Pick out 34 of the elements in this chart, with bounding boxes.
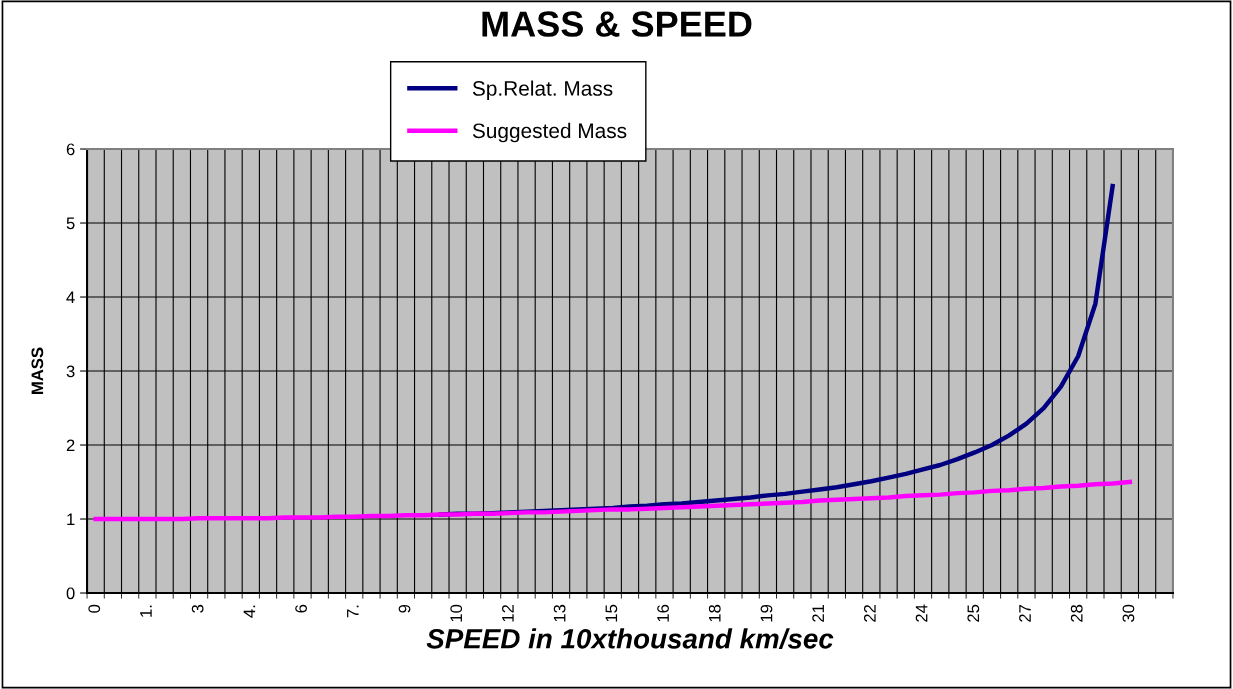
x-tick-label: 30 [1122,604,1135,623]
x-tick-label: 9 [398,604,411,613]
line-series [93,479,1133,522]
y-tick-label: 3 [66,365,75,378]
x-tick-label: 3 [191,604,204,613]
x-tick-label: 22 [863,604,876,622]
y-tick-label: 6 [66,143,75,156]
y-axis-title: MASS [31,347,44,394]
x-axis-title: SPEED in 10xthousand km/sec [426,628,834,649]
y-tick-label: 5 [66,217,75,230]
x-tick-label: 28 [1070,604,1083,622]
x-tick-label: 6 [295,604,307,613]
y-tick-label: 2 [66,439,75,452]
x-tick-label: 4. [243,605,256,618]
x-tick-label: 21 [812,604,824,622]
chart-title: MASS & SPEED [482,11,752,37]
legend-label: Suggested Mass [472,122,627,143]
y-tick-label: 0 [66,587,75,600]
x-tick-label: 1. [140,605,152,617]
x-tick-label: 25 [967,604,980,622]
x-tick-label: 24 [915,604,928,622]
x-tick-label: 10 [450,604,463,622]
x-tick-label: 18 [708,604,721,622]
y-tick-label: 1 [67,513,75,526]
x-tick-label: 7. [347,605,359,618]
legend-label: Sp.Relat. Mass [472,80,613,100]
x-tick-label: 0 [88,604,101,613]
x-tick-label: 13 [553,604,566,622]
x-tick-label: 15 [605,604,618,622]
x-tick-label: 16 [657,604,669,622]
x-tick-label: 12 [502,604,514,622]
x-tick-label: 27 [1019,604,1031,622]
x-tick-label: 19 [760,604,773,622]
y-tick-label: 4 [66,291,75,304]
